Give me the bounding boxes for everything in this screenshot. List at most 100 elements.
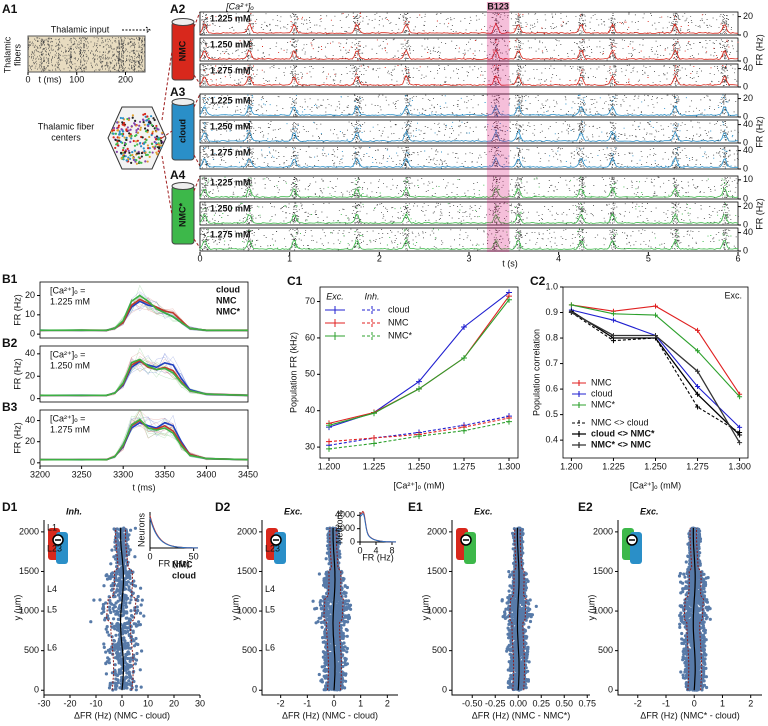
cylinder-top <box>171 18 195 26</box>
x-label: ΔFR (Hz) (NMC* - cloud) <box>640 710 740 720</box>
fiber-dot <box>148 151 151 154</box>
marker <box>737 432 743 438</box>
y-tick-label: 1000 <box>593 605 613 615</box>
spread-line <box>323 527 333 691</box>
y-tick-label: 2000 <box>237 526 257 536</box>
panel-label: A3 <box>170 85 186 99</box>
marker <box>653 312 658 318</box>
y-tick-label: 10 <box>25 309 35 319</box>
marker <box>461 427 467 434</box>
raster-row <box>199 175 739 200</box>
fiber-dot <box>139 126 142 129</box>
x-tick-label: 1 <box>720 698 725 708</box>
legend-exc <box>325 319 345 327</box>
spread-line <box>509 527 517 691</box>
y-label: y (µm) <box>586 595 596 621</box>
annotation: 1.275 mM <box>50 424 90 434</box>
fiber-dot <box>117 124 121 127</box>
mean-profile <box>119 527 125 691</box>
y-tick-label: 1.0 <box>545 281 558 291</box>
annotation-arrow <box>122 26 151 34</box>
fiber-dot <box>137 152 140 155</box>
fiber-dot <box>154 138 158 141</box>
fiber-dot <box>121 117 125 120</box>
y-tick-label: 0 <box>252 685 257 695</box>
y-tick-label: 0 <box>743 55 748 65</box>
y-tick-label: 10 <box>743 174 753 184</box>
annotation: 1.250 mM <box>50 360 90 370</box>
marker <box>371 434 377 441</box>
fiber-dot <box>143 127 147 130</box>
x-tick-label: 20 <box>169 698 179 708</box>
marker <box>326 422 332 429</box>
legend-line <box>572 431 586 437</box>
y-label: FR (Hz) <box>12 294 22 326</box>
fiber-dot <box>122 146 125 150</box>
y-tick-label: 40 <box>25 415 35 425</box>
fiber-dot <box>133 134 137 138</box>
raster-spikes-colored <box>201 228 732 250</box>
fiber-dot <box>158 138 161 141</box>
raster-row <box>199 227 739 252</box>
fiber-dot <box>122 156 125 159</box>
y-tick-label: 0.5 <box>545 409 558 419</box>
marker <box>610 317 616 323</box>
spread-line <box>335 527 344 691</box>
fiber-dot <box>112 136 115 139</box>
x-tick-label: 3250 <box>72 469 92 479</box>
fiber-dot <box>135 162 139 165</box>
x-tick-label: 3300 <box>113 469 133 479</box>
raster-spikes-colored <box>203 121 734 143</box>
x-tick-label: 0.75 <box>578 698 596 708</box>
fiber-dot <box>142 113 145 116</box>
row-label: 1.250 mM <box>210 39 251 49</box>
y-tick-label: 50 <box>305 369 315 379</box>
y-tick-label: 2000 <box>593 526 613 536</box>
y-tick-label: 0.6 <box>545 383 558 393</box>
x-tick-label: 4 <box>556 253 561 263</box>
y-tick-label: 1500 <box>237 566 257 576</box>
x-tick-label: 2 <box>377 253 382 263</box>
spread-line <box>106 527 119 691</box>
x-tick-label: 1.275 <box>686 461 709 471</box>
y-tick-label: 0.4 <box>545 435 558 445</box>
y-tick-label: 0 <box>743 163 748 173</box>
fiber-dot <box>122 121 126 125</box>
y-tick-label: 20 <box>743 201 753 211</box>
fiber-dot <box>155 127 159 130</box>
fiber-dot <box>124 155 127 158</box>
fiber-dot <box>116 144 119 147</box>
raster-spikes-colored <box>200 94 729 117</box>
inset-bg <box>150 512 198 548</box>
y-label: FR (Hz) <box>12 358 22 390</box>
y-tick-label: 1500 <box>19 566 39 576</box>
y-tick-label: 4000 <box>335 510 355 520</box>
marker <box>695 391 701 397</box>
x-label: [Ca²⁺]ₒ (mM) <box>630 480 681 490</box>
panel-title: Inh. <box>66 506 82 516</box>
y-tick-label: 0 <box>743 219 748 229</box>
y-tick-label: 0 <box>30 393 35 403</box>
y-tick-label: 0.8 <box>545 332 558 342</box>
fiber-dot <box>139 128 142 131</box>
fiber-dot <box>144 160 147 163</box>
cylinder-top <box>171 98 195 106</box>
y-tick-label: 500 <box>242 645 257 655</box>
fiber-dot <box>136 131 140 134</box>
marker <box>506 296 512 303</box>
fiber-dot <box>140 151 144 155</box>
fiber-dot <box>121 134 124 137</box>
raster-ylabel: FR (Hz) <box>754 198 764 230</box>
fiber-dot <box>136 143 139 146</box>
x-tick-label: 0.00 <box>509 698 527 708</box>
legend-label: cloud <box>591 388 613 398</box>
x-tick-label: 3400 <box>196 469 216 479</box>
y-tick-label: 0 <box>743 137 748 147</box>
fiber-dot <box>148 147 151 150</box>
x-label: t (ms) <box>133 482 156 492</box>
fiber-dot <box>131 151 134 154</box>
x-tick-label: 3200 <box>30 469 50 479</box>
fr-trace <box>199 130 739 142</box>
x-tick-label: 10 <box>143 698 153 708</box>
legend-label: cloud <box>388 304 410 314</box>
